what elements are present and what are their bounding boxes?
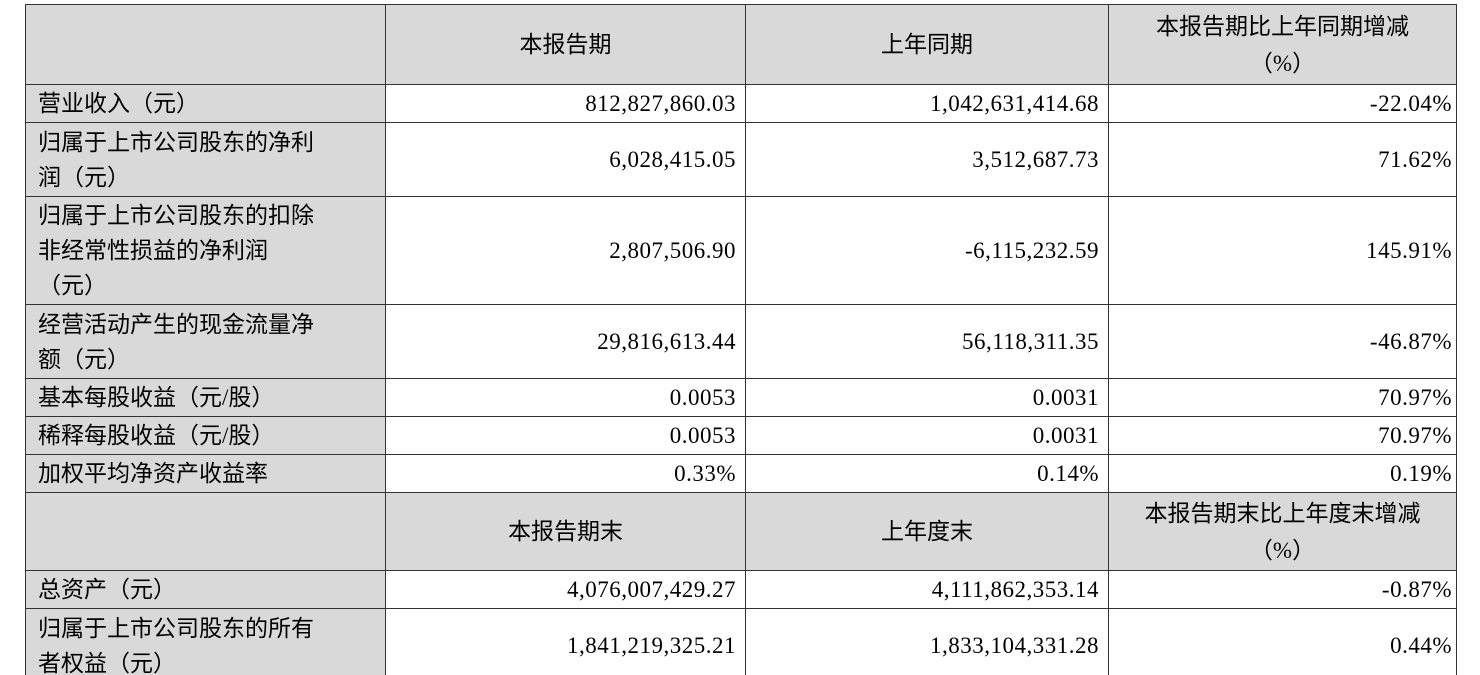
header-cell-current-period-end: 本报告期末 (385, 492, 746, 571)
header-cell-blank (25, 4, 386, 85)
current-value-cell: 4,076,007,429.27 (385, 570, 746, 609)
prior-value-cell: 0.0031 (745, 416, 1109, 455)
row-label: 经营活动产生的现金流量净 额（元） (25, 304, 386, 379)
prior-value-cell: 56,118,311.35 (745, 304, 1109, 379)
change-value-cell: 71.62% (1108, 122, 1457, 197)
change-value-cell: 70.97% (1108, 416, 1457, 455)
table-row-weighted-avg-roe: 加权平均净资产收益率 0.33% 0.14% 0.19% (25, 454, 1457, 493)
table-row-net-profit-excl-nonrecurring: 归属于上市公司股东的扣除 非经常性损益的净利润 （元） 2,807,506.90… (25, 196, 1457, 305)
prior-value-cell: -6,115,232.59 (745, 196, 1109, 305)
row-label: 归属于上市公司股东的所有 者权益（元） (25, 608, 386, 675)
change-value-cell: 145.91% (1108, 196, 1457, 305)
table-row-diluted-eps: 稀释每股收益（元/股） 0.0053 0.0031 70.97% (25, 416, 1457, 455)
current-value-cell: 0.0053 (385, 378, 746, 417)
prior-value-cell: 4,111,862,353.14 (745, 570, 1109, 609)
table-row-shareholders-equity: 归属于上市公司股东的所有 者权益（元） 1,841,219,325.21 1,8… (25, 608, 1457, 675)
table-header-row-period-end: 本报告期末 上年度末 本报告期末比上年度末增减 （%） (25, 492, 1457, 571)
current-value-cell: 1,841,219,325.21 (385, 608, 746, 675)
current-value-cell: 0.0053 (385, 416, 746, 455)
financial-summary-table: 本报告期 上年同期 本报告期比上年同期增减 （%） 营业收入（元） 812,82… (25, 4, 1457, 675)
header-cell-blank (25, 492, 386, 571)
header-cell-prior-period: 上年同期 (745, 4, 1109, 85)
header-cell-prior-year-end: 上年度末 (745, 492, 1109, 571)
table-row-basic-eps: 基本每股收益（元/股） 0.0053 0.0031 70.97% (25, 378, 1457, 417)
row-label: 稀释每股收益（元/股） (25, 416, 386, 455)
row-label: 基本每股收益（元/股） (25, 378, 386, 417)
current-value-cell: 812,827,860.03 (385, 84, 746, 123)
change-value-cell: -0.87% (1108, 570, 1457, 609)
current-value-cell: 6,028,415.05 (385, 122, 746, 197)
change-value-cell: 0.44% (1108, 608, 1457, 675)
change-value-cell: -46.87% (1108, 304, 1457, 379)
row-label: 营业收入（元） (25, 84, 386, 123)
current-value-cell: 2,807,506.90 (385, 196, 746, 305)
prior-value-cell: 1,042,631,414.68 (745, 84, 1109, 123)
change-value-cell: 70.97% (1108, 378, 1457, 417)
table-row-operating-revenue: 营业收入（元） 812,827,860.03 1,042,631,414.68 … (25, 84, 1457, 123)
header-cell-period-change: 本报告期比上年同期增减 （%） (1108, 4, 1457, 85)
prior-value-cell: 1,833,104,331.28 (745, 608, 1109, 675)
row-label: 加权平均净资产收益率 (25, 454, 386, 493)
current-value-cell: 29,816,613.44 (385, 304, 746, 379)
change-value-cell: -22.04% (1108, 84, 1457, 123)
table-header-row-period: 本报告期 上年同期 本报告期比上年同期增减 （%） (25, 4, 1457, 85)
prior-value-cell: 0.0031 (745, 378, 1109, 417)
header-cell-period-end-change: 本报告期末比上年度末增减 （%） (1108, 492, 1457, 571)
prior-value-cell: 0.14% (745, 454, 1109, 493)
row-label: 归属于上市公司股东的净利 润（元） (25, 122, 386, 197)
change-value-cell: 0.19% (1108, 454, 1457, 493)
current-value-cell: 0.33% (385, 454, 746, 493)
table-row-net-profit: 归属于上市公司股东的净利 润（元） 6,028,415.05 3,512,687… (25, 122, 1457, 197)
header-cell-current-period: 本报告期 (385, 4, 746, 85)
prior-value-cell: 3,512,687.73 (745, 122, 1109, 197)
row-label: 归属于上市公司股东的扣除 非经常性损益的净利润 （元） (25, 196, 386, 305)
table-row-operating-cash-flow: 经营活动产生的现金流量净 额（元） 29,816,613.44 56,118,3… (25, 304, 1457, 379)
table-row-total-assets: 总资产（元） 4,076,007,429.27 4,111,862,353.14… (25, 570, 1457, 609)
row-label: 总资产（元） (25, 570, 386, 609)
